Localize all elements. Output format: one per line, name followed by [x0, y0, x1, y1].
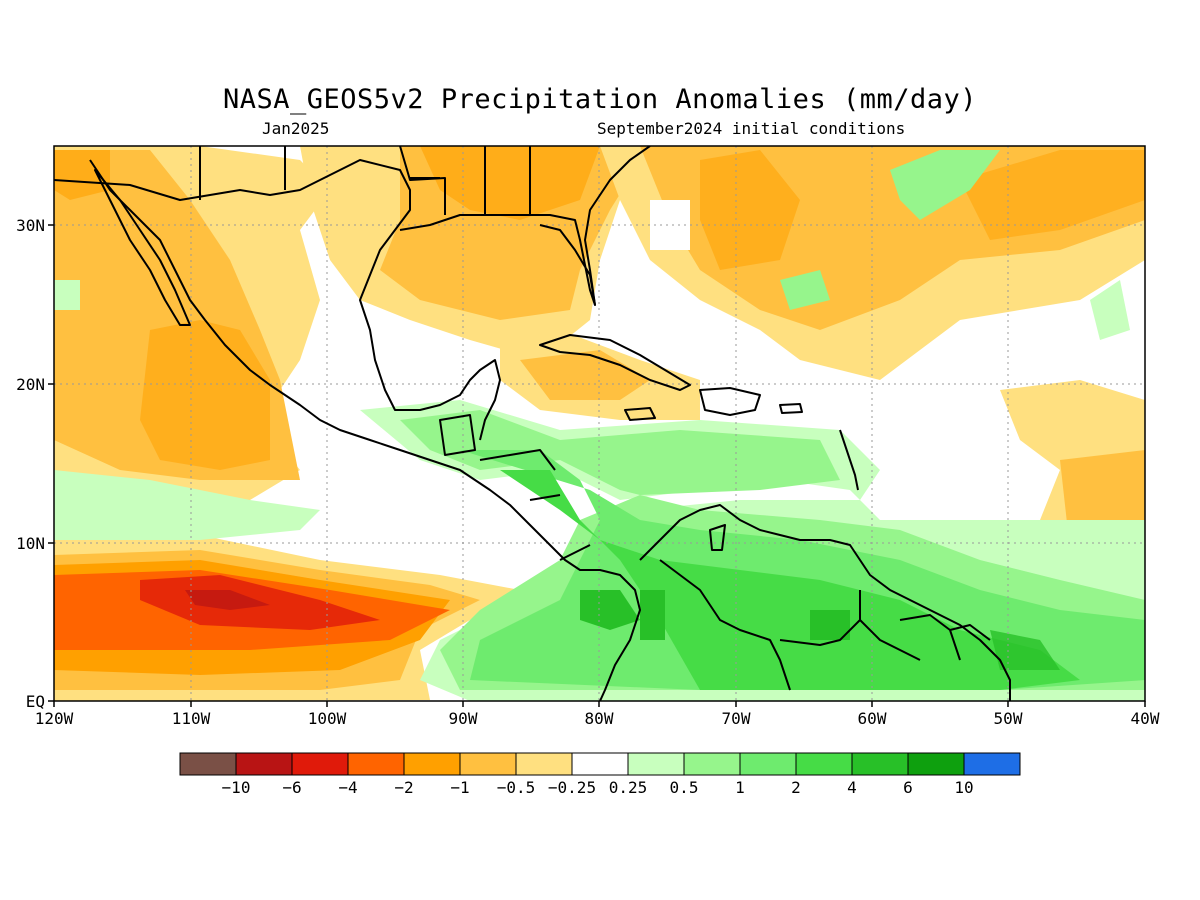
legend-swatch	[683, 752, 741, 776]
lon-label: 120W	[35, 709, 74, 728]
legend-tick-label: −0.5	[497, 778, 536, 797]
legend-tick-label: −1	[450, 778, 469, 797]
legend-swatch	[963, 752, 1021, 776]
legend-swatch	[515, 752, 573, 776]
lat-label: 20N	[16, 375, 45, 394]
axis-ticks	[48, 224, 1146, 707]
dry-anomaly-areas	[54, 146, 1145, 701]
lat-labels: 30N 20N 10N EQ	[16, 216, 45, 711]
lon-label: 80W	[585, 709, 614, 728]
lon-label: 60W	[858, 709, 887, 728]
init-conditions-label: September2024 initial conditions	[597, 119, 906, 138]
legend-swatch	[795, 752, 853, 776]
legend-tick-label: 6	[903, 778, 913, 797]
lon-label: 110W	[172, 709, 211, 728]
legend-swatch	[571, 752, 629, 776]
legend-tick-label: 0.25	[609, 778, 648, 797]
lon-labels: 120W 110W 100W 90W 80W 70W 60W 50W 40W	[35, 709, 1160, 728]
valid-month-label: Jan2025	[262, 119, 330, 138]
anomaly-field	[54, 146, 1145, 701]
legend-tick-label: −10	[222, 778, 251, 797]
legend-swatch	[739, 752, 797, 776]
legend-tick-label: 0.5	[670, 778, 699, 797]
legend-swatch	[907, 752, 965, 776]
legend-swatch	[403, 752, 461, 776]
legend-swatch	[627, 752, 685, 776]
legend-tick-label: 2	[791, 778, 801, 797]
wet-anomaly-areas	[54, 150, 1145, 701]
legend-swatch	[291, 752, 349, 776]
legend-swatch	[179, 752, 237, 776]
legend-tick-label: −0.25	[548, 778, 596, 797]
lon-label: 100W	[308, 709, 347, 728]
coastlines	[54, 146, 1011, 701]
lon-label: 90W	[449, 709, 478, 728]
color-legend: −10 −6 −4 −2 −1 −0.5 −0.25 0.25 0.5 1 2 4 6 10	[179, 752, 1021, 797]
legend-tick-label: −4	[338, 778, 357, 797]
lon-label: 50W	[994, 709, 1023, 728]
legend-swatch	[235, 752, 293, 776]
legend-tick-label: 1	[735, 778, 745, 797]
legend-swatch	[347, 752, 405, 776]
lon-label: 70W	[722, 709, 751, 728]
legend-tick-label: −2	[394, 778, 413, 797]
legend-tick-label: 10	[954, 778, 973, 797]
map-title: NASA_GEOS5v2 Precipitation Anomalies (mm…	[223, 84, 977, 115]
lat-label: 10N	[16, 534, 45, 553]
lon-label: 40W	[1131, 709, 1160, 728]
lat-label: EQ	[26, 692, 45, 711]
legend-tick-label: −6	[282, 778, 301, 797]
legend-swatch	[459, 752, 517, 776]
lat-label: 30N	[16, 216, 45, 235]
legend-swatch	[851, 752, 909, 776]
legend-tick-label: 4	[847, 778, 857, 797]
